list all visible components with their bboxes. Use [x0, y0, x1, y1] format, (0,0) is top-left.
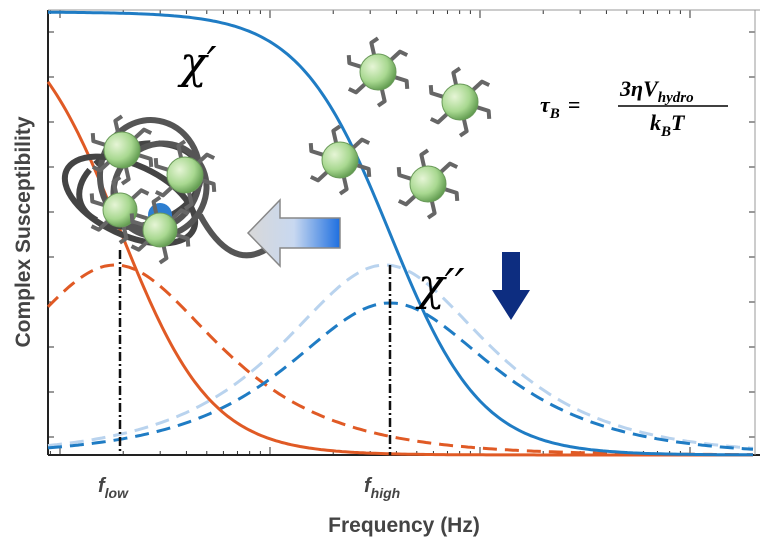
- eq-sub: B: [549, 106, 560, 122]
- f-low-label: flow: [98, 475, 129, 501]
- ligand: [473, 82, 489, 90]
- eq-num: 3ηV: [619, 76, 660, 101]
- nanoparticle: [360, 54, 396, 90]
- ligand: [445, 189, 457, 201]
- ligand: [311, 172, 327, 180]
- ligand: [431, 114, 447, 122]
- ligand: [93, 133, 105, 145]
- y-axis-label: Complex Susceptibility: [12, 116, 35, 347]
- ligand: [353, 140, 369, 148]
- ligand: [156, 187, 172, 195]
- ligand: [333, 126, 340, 142]
- eq-den-sub: B: [660, 124, 671, 140]
- nanoparticle: [104, 132, 140, 168]
- ligand: [399, 196, 415, 204]
- eq-denominator: kBT: [650, 110, 686, 140]
- ligand: [122, 168, 129, 184]
- chi-imag-label: χ′′: [415, 260, 465, 311]
- eq-numerator: 3ηVhydro: [619, 76, 694, 106]
- eq-den: k: [650, 110, 661, 135]
- eq-equals: =: [568, 92, 581, 117]
- nanoparticle: [410, 166, 446, 202]
- lightblue-dashed: [48, 265, 753, 448]
- ligand: [371, 38, 378, 54]
- nanoparticle: [167, 157, 203, 193]
- orange-solid: [48, 82, 753, 455]
- ligand: [349, 84, 365, 92]
- ligand: [453, 68, 460, 84]
- ligand: [311, 143, 323, 155]
- ligand: [460, 120, 467, 136]
- nanoparticle: [143, 213, 177, 247]
- nanoparticle: [442, 84, 478, 120]
- ligand: [399, 167, 411, 179]
- blue-dashed: [48, 303, 753, 449]
- ligand: [395, 77, 407, 89]
- ligand: [391, 52, 407, 60]
- ligand: [160, 247, 167, 263]
- ligand: [132, 190, 148, 198]
- ligand: [198, 155, 214, 163]
- equation: τB=: [540, 92, 580, 122]
- ligand: [378, 90, 385, 106]
- f-high-label: fhigh: [364, 475, 400, 501]
- eq-den-tail: T: [671, 110, 686, 135]
- decrease-arrow: [492, 252, 530, 320]
- x-axis-label: Frequency (Hz): [328, 514, 480, 537]
- ligand: [428, 202, 435, 218]
- ligand: [441, 164, 457, 172]
- chi-real-label: χ′: [177, 38, 217, 89]
- ligand: [477, 107, 489, 119]
- ligand: [421, 150, 428, 166]
- ligand: [135, 130, 151, 138]
- ligand: [156, 158, 168, 170]
- ligand: [349, 55, 361, 67]
- eq-num-sub: hydro: [658, 90, 694, 106]
- nanoparticle: [322, 142, 358, 178]
- figure: χ′ χ′′ τB= 3ηVhydro kBT flow fhigh Frequ…: [0, 0, 760, 539]
- f-sub: low: [105, 485, 129, 501]
- f-sub: high: [371, 485, 401, 501]
- aggregation-arrow: [248, 200, 340, 266]
- ligand: [340, 178, 347, 194]
- ligand: [431, 85, 443, 97]
- orange-dashed: [48, 265, 753, 455]
